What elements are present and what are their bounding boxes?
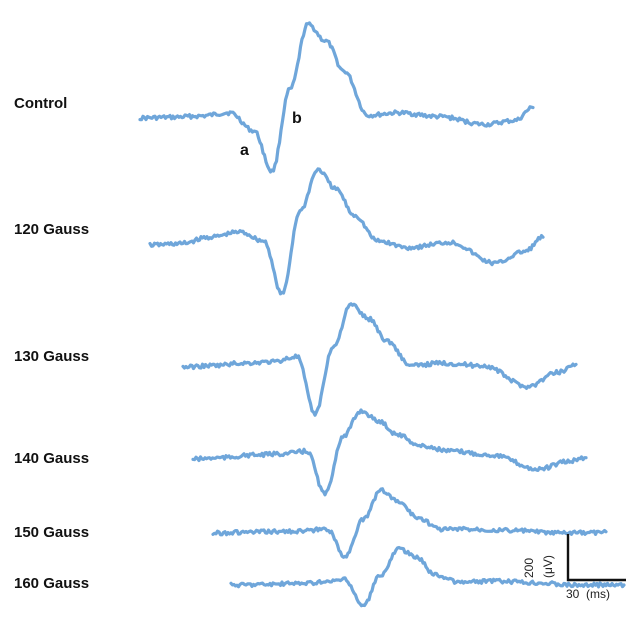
- scale-bar: 200 (μV) 30 (ms): [522, 534, 626, 601]
- trace-label-control: Control: [14, 95, 67, 112]
- scale-bar-x-unit: (ms): [586, 587, 610, 601]
- trace-control: [138, 21, 535, 174]
- trace-label-150-gauss: 150 Gauss: [14, 524, 89, 541]
- trace-lines: [138, 21, 626, 608]
- scale-bar-lines: [566, 534, 626, 582]
- trace-150-gauss: [211, 487, 608, 559]
- trace-120-gauss: [148, 167, 545, 296]
- peak-label-b: b: [292, 110, 302, 127]
- trace-160-gauss: [229, 545, 626, 608]
- trace-labels: Control 120 Gauss 130 Gauss 140 Gauss 15…: [14, 95, 89, 592]
- trace-140-gauss: [191, 408, 588, 497]
- scale-bar-y-value: 200: [522, 558, 536, 578]
- trace-label-140-gauss: 140 Gauss: [14, 450, 89, 467]
- trace-label-120-gauss: 120 Gauss: [14, 221, 89, 238]
- peak-label-a: a: [240, 142, 249, 159]
- trace-label-160-gauss: 160 Gauss: [14, 575, 89, 592]
- scale-bar-x-value: 30: [566, 587, 580, 601]
- peak-annotations: a b: [240, 110, 302, 159]
- trace-label-130-gauss: 130 Gauss: [14, 348, 89, 365]
- trace-130-gauss: [181, 302, 578, 417]
- scale-bar-y-unit: (μV): [541, 555, 555, 578]
